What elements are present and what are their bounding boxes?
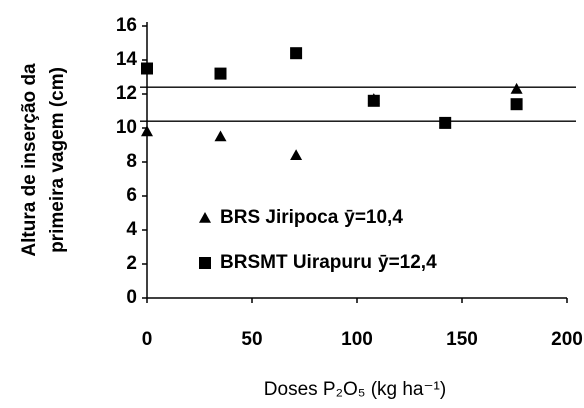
y-tick-label: 10 — [116, 117, 137, 138]
x-tick-label: 150 — [446, 329, 478, 350]
legend-marker — [199, 257, 211, 269]
x-axis-label: Doses P₂O₅ (kg ha⁻¹) — [264, 379, 446, 400]
y-axis-label: primeira vagem (cm) — [47, 67, 68, 253]
legend-label: BRSMT Uirapuru ȳ=12,4 — [220, 252, 437, 273]
legend-mean: ȳ=10,4 — [344, 207, 403, 228]
triangle-marker — [290, 149, 303, 160]
x-tick-label: 200 — [551, 329, 583, 350]
triangle-marker — [214, 130, 227, 142]
legend-marker — [199, 212, 211, 223]
legend-label: BRS Jiripoca ȳ=10,4 — [220, 207, 403, 228]
y-axis-label: Altura de inserção da — [19, 63, 40, 257]
y-tick-label: 14 — [116, 49, 138, 70]
y-tick-label: 4 — [126, 219, 137, 240]
square-marker — [367, 94, 380, 107]
y-tick-label: 6 — [126, 185, 137, 206]
x-tick-label: 50 — [241, 329, 262, 350]
square-marker — [290, 47, 303, 60]
legend-mean: ȳ=12,4 — [378, 252, 437, 273]
square-marker — [141, 62, 153, 75]
y-tick-label: 0 — [126, 287, 137, 308]
triangle-marker — [141, 125, 153, 137]
triangle-marker — [510, 82, 523, 94]
legend-name: BRS Jiripoca — [220, 207, 339, 228]
square-marker — [214, 67, 227, 80]
y-tick-label: 16 — [116, 15, 137, 36]
square-marker — [510, 98, 523, 111]
square-marker — [439, 116, 452, 129]
x-tick-label: 100 — [341, 329, 373, 350]
y-tick-label: 2 — [126, 253, 137, 274]
legend-name: BRSMT Uirapuru — [220, 252, 372, 273]
y-tick-label: 12 — [116, 83, 137, 104]
y-tick-label: 8 — [126, 151, 137, 172]
x-tick-label: 0 — [142, 329, 153, 350]
